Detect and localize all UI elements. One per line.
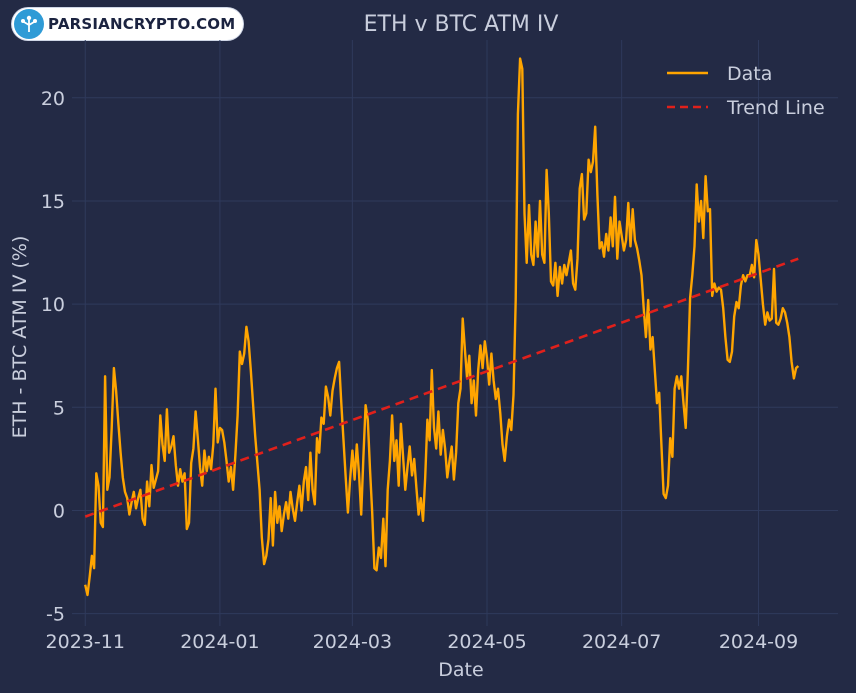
x-axis-label: Date <box>438 659 483 681</box>
y-axis-ticks: -5 0 5 10 15 20 <box>41 88 65 626</box>
y-tick-label: 15 <box>41 191 65 213</box>
y-tick-label: 0 <box>53 500 65 522</box>
grid <box>72 40 838 626</box>
x-tick-label: 2024-09 <box>719 631 798 653</box>
series-data-line <box>84 57 800 597</box>
x-tick-label: 2024-07 <box>582 631 661 653</box>
series-trend-line <box>84 257 799 518</box>
y-tick-label: 10 <box>41 294 65 316</box>
x-tick-label: 2024-01 <box>180 631 259 653</box>
watermark: PARSIANCRYPTO.COM <box>12 8 244 40</box>
x-tick-label: 2024-03 <box>313 631 392 653</box>
y-axis-label: ETH - BTC ATM IV (%) <box>9 236 31 439</box>
y-tick-label: -5 <box>46 604 65 626</box>
x-tick-label: 2023-11 <box>46 631 125 653</box>
chart-title: ETH v BTC ATM IV <box>364 12 559 37</box>
legend: Data Trend Line <box>667 63 825 119</box>
tree-logo-icon <box>14 9 44 39</box>
y-tick-label: 20 <box>41 88 65 110</box>
series-layer <box>84 57 800 597</box>
y-tick-label: 5 <box>53 397 65 419</box>
legend-trend-label: Trend Line <box>726 97 825 119</box>
watermark-text: PARSIANCRYPTO.COM <box>48 15 236 33</box>
x-axis-ticks: 2023-11 2024-01 2024-03 2024-05 2024-07 2024-… <box>46 631 799 653</box>
x-tick-label: 2024-05 <box>447 631 526 653</box>
legend-data-label: Data <box>727 63 772 85</box>
